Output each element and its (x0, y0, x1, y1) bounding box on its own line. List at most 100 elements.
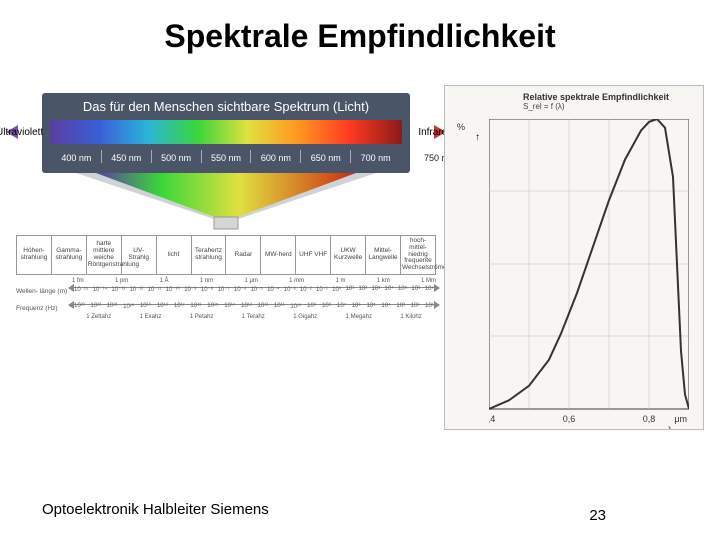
x-unit: μm (674, 414, 687, 424)
y-axis-top: % (457, 122, 465, 132)
exp-tick: 10¹ (346, 286, 355, 294)
chart-svg: 100 50 0,4 0,6 0,8 μm λ (489, 119, 689, 429)
unit: 1 μm (244, 278, 257, 284)
exp-tick: 10¹⁷ (174, 303, 185, 311)
exp-tick: 10⁻² (300, 286, 312, 294)
x-tick: 0,8 (643, 414, 656, 424)
exp-tick: 10⁻⁴ (267, 286, 279, 294)
sensitivity-chart-panel: Relative spektrale Empfindlichkeit S_rel… (444, 85, 704, 430)
exp-tick: 10⁵ (398, 286, 407, 294)
exp-tick: 10²² (90, 303, 101, 311)
band-cell: MW-herd (261, 236, 296, 275)
band-cell: hoch- mittel- niedrig frequente Wechsels… (400, 236, 435, 275)
spectrum-ticks: 400 nm 450 nm 500 nm 550 nm 600 nm 650 n… (50, 150, 402, 163)
unit: 1 Megahz (346, 314, 372, 320)
em-spectrum-panel: Das für den Menschen sichtbare Spektrum … (16, 85, 436, 430)
unit: 1 Kilohz (400, 314, 421, 320)
exp-tick: 10³ (371, 286, 380, 294)
exp-tick: 10⁹ (307, 303, 316, 311)
tick: 450 nm (101, 150, 151, 163)
exp-tick: 10⁶ (352, 303, 361, 311)
exp-tick: 10⁴ (381, 303, 390, 311)
unit: 1 km (377, 278, 390, 284)
unit: 1 nm (200, 278, 213, 284)
page-title: Spektrale Empfindlichkeit (0, 0, 720, 55)
chart-formula: S_rel = f (λ) (445, 102, 703, 111)
exp-tick: 10¹³ (241, 303, 252, 311)
exp-tick: 10¹⁹ (140, 303, 151, 311)
exp-tick: 10⁶ (411, 286, 420, 294)
chart-area: 100 50 0,4 0,6 0,8 μm λ (489, 119, 689, 429)
exp-tick: 10¹⁰ (290, 303, 301, 311)
exp-tick: 10⁷ (337, 303, 346, 311)
footer-text: Optoelektronik Halbleiter Siemens (42, 501, 269, 518)
unit: 1 Å (160, 278, 169, 284)
band-cell: UV- Strahlg (121, 236, 156, 275)
exp-tick: 10⁻⁸ (201, 286, 213, 294)
exp-tick: 10⁰ (332, 286, 341, 294)
tick: 700 nm (350, 150, 400, 163)
wl-scale-arrow-icon: 10⁻¹⁵10⁻¹⁴10⁻¹³10⁻¹²10⁻¹¹10⁻¹⁰10⁻⁹10⁻⁸10… (72, 287, 436, 296)
visible-spectrum-box: Das für den Menschen sichtbare Spektrum … (42, 93, 410, 173)
exp-tick: 10¹⁴ (224, 303, 235, 311)
exp-tick: 10¹⁶ (190, 303, 201, 311)
tick: 600 nm (250, 150, 300, 163)
x-tick: 0,4 (489, 414, 495, 424)
band-cell: licht (156, 236, 191, 275)
exp-tick: 10²³ (74, 303, 85, 311)
freq-unit-row: 1 Zettahz1 Exahz1 Petahz1 Terahz1 Gigahz… (16, 314, 436, 320)
freq-scale-arrow-icon: 10²³10²²10²¹10²⁰10¹⁹10¹⁸10¹⁷10¹⁶10¹⁵10¹⁴… (72, 304, 436, 313)
exp-tick: 10⁻¹³ (111, 286, 125, 294)
exp-tick: 10¹⁸ (157, 303, 168, 311)
band-cell: UKW Kurzwelle (331, 236, 366, 275)
spectrum-bar-row (50, 120, 402, 144)
wavelength-unit-row: 1 fm 1 pm 1 Å 1 nm 1 μm 1 mm 1 m 1 km 1 … (16, 278, 436, 284)
unit: 1 m (335, 278, 345, 284)
wl-label: Wellen- länge (m) (16, 288, 72, 295)
band-cell: UHF VHF (296, 236, 331, 275)
chart-title: Relative spektrale Empfindlichkeit (445, 86, 703, 102)
exp-tick: 10⁻¹⁴ (93, 286, 107, 294)
page-number: 23 (589, 507, 606, 524)
uv-label: Ultraviolett (0, 127, 43, 138)
exp-tick: 10⁻⁹ (184, 286, 196, 294)
prism-beam (56, 173, 396, 231)
unit: 1 Petahz (190, 314, 214, 320)
exp-tick: 10⁻¹¹ (148, 286, 162, 294)
prism-svg (56, 173, 396, 231)
band-cell: Mittel- Langwelle (366, 236, 401, 275)
band-cell: harte mittlere weiche Röntgenstrahlung (86, 236, 121, 275)
exp-tick: 10¹¹ (274, 303, 285, 311)
exp-tick: 10⁻¹ (316, 286, 328, 294)
exp-tick: 10²⁰ (123, 303, 134, 311)
unit: 1 Gigahz (293, 314, 317, 320)
exp-tick: 10⁻¹⁰ (166, 286, 180, 294)
band-cell: Terahertz strahlung (191, 236, 226, 275)
exp-tick: 10⁸ (322, 303, 331, 311)
x-axis-label: λ (666, 426, 672, 429)
band-cell: Radar (226, 236, 261, 275)
freq-label: Frequenz (Hz) (16, 305, 72, 312)
exp-tick: 10⁻³ (284, 286, 296, 294)
exp-tick: 10¹ (425, 303, 434, 311)
band-cell: Höhen- strahlung (17, 236, 52, 275)
tick: 500 nm (151, 150, 201, 163)
unit: 1 Exahz (140, 314, 162, 320)
unit: 1 pm (115, 278, 128, 284)
exp-tick: 10³ (396, 303, 405, 311)
tick: 550 nm (201, 150, 251, 163)
unit: 1 mm (289, 278, 304, 284)
exp-tick: 10⁴ (384, 286, 393, 294)
exp-tick: 10⁻⁷ (218, 286, 230, 294)
exp-tick: 10⁻¹⁵ (74, 286, 88, 294)
x-tick: 0,6 (563, 414, 576, 424)
y-axis-arrow-icon: ↑ (475, 132, 480, 143)
exp-tick: 10⁻⁶ (234, 286, 246, 294)
frequency-scale-row: Frequenz (Hz) 10²³10²²10²¹10²⁰10¹⁹10¹⁸10… (16, 304, 436, 313)
exp-tick: 10² (358, 286, 367, 294)
exp-tick: 10⁻⁵ (250, 286, 262, 294)
spectrum-gradient (50, 120, 402, 144)
wavelength-scale-row: Wellen- länge (m) 10⁻¹⁵10⁻¹⁴10⁻¹³10⁻¹²10… (16, 287, 436, 296)
band-cell: Gamma- strahlung (51, 236, 86, 275)
unit: 1 Zettahz (86, 314, 111, 320)
